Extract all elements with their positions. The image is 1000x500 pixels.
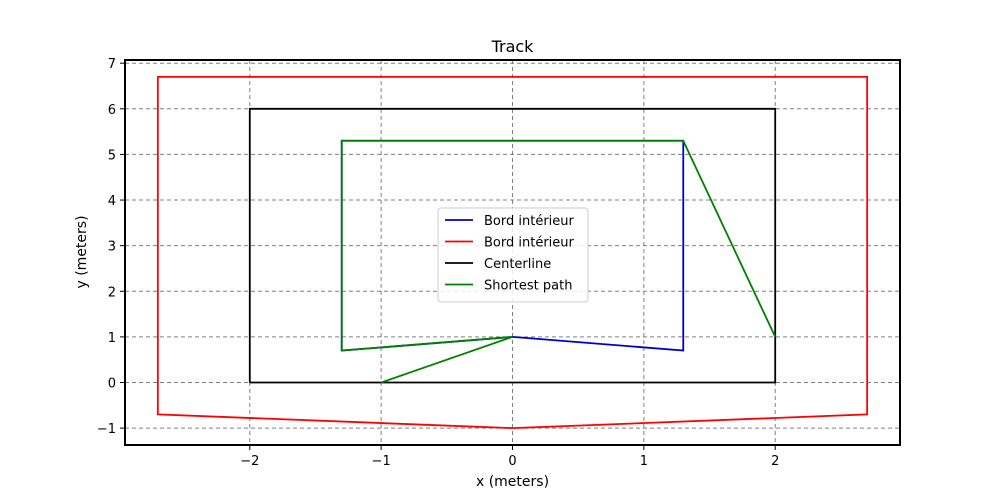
legend: Bord intérieur Bord intérieur Centerline Sh… [437,207,589,303]
x-tick-label: −2 [240,454,259,469]
chart-title: Track [491,37,535,56]
ticks: −2 −1 0 1 2 −1 0 1 2 3 4 5 6 7 [97,57,780,469]
y-tick-label: 5 [108,148,116,163]
legend-label: Centerline [484,257,551,272]
legend-label: Bord intérieur [484,236,575,251]
x-tick-label: 0 [508,454,516,469]
y-tick-label: 2 [108,285,116,300]
y-tick-label: 7 [108,57,116,72]
x-tick-label: 2 [771,454,779,469]
series-line-1 [156,75,869,430]
y-tick-label: −1 [97,422,116,437]
legend-box [437,207,589,303]
legend-label: Shortest path [484,279,572,294]
y-tick-label: 6 [108,103,116,118]
y-tick-label: 4 [108,194,116,209]
y-tick-label: 1 [108,331,116,346]
y-tick-label: 3 [108,240,116,255]
x-tick-label: 1 [640,454,648,469]
series-line-2 [248,107,777,384]
x-axis-label: x (meters) [476,474,549,490]
plot-series [156,75,869,430]
series-line-3 [340,139,777,384]
legend-label: Bord intérieur [484,214,575,229]
y-tick-label: 0 [108,377,116,392]
y-axis-label: y (meters) [74,215,90,288]
x-tick-label: −1 [372,454,391,469]
